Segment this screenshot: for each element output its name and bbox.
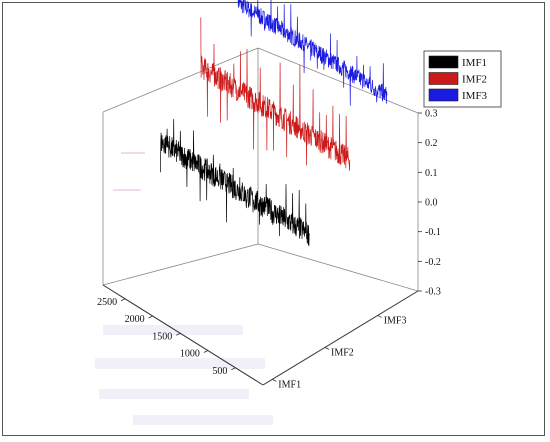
x-tick-label: 2500	[97, 297, 117, 308]
box-edge	[102, 47, 259, 113]
z-tick-label: 0.2	[425, 138, 438, 149]
scan-artifact	[121, 152, 145, 154]
z-axis: -0.3 -0.2 -0.1 0.0 0.1 0.2 0.3	[418, 109, 441, 298]
z-tick-label: 0.0	[425, 198, 438, 209]
z-tick-label: 0.3	[425, 109, 438, 120]
box-edge	[257, 47, 419, 114]
series-layer	[160, 0, 388, 247]
legend-label: IMF3	[462, 90, 488, 102]
category-axis: IMF1 IMF2 IMF3	[272, 315, 406, 390]
series-line-imf2	[200, 17, 351, 171]
category-tick-label: IMF1	[278, 379, 301, 390]
x-tick-mark	[120, 298, 126, 302]
scan-artifact	[113, 189, 141, 191]
x-axis: 500 1000 1500 2000 2500	[97, 297, 236, 377]
category-tick-mark	[377, 315, 382, 318]
legend-label: IMF2	[462, 74, 487, 86]
x-tick-mark	[148, 315, 153, 319]
legend-label: IMF1	[462, 57, 487, 69]
x-tick-mark	[176, 332, 181, 336]
x-tick-mark	[231, 367, 236, 371]
z-tick-label: 0.1	[425, 168, 438, 179]
z-tick-label: -0.2	[425, 257, 441, 268]
x-tick-label: 1500	[152, 331, 172, 342]
category-tick-label: IMF2	[331, 347, 354, 358]
category-tick-mark	[272, 379, 277, 382]
category-axis-line	[262, 290, 419, 386]
z-tick-label: -0.1	[425, 227, 441, 238]
box-edge	[257, 243, 419, 292]
legend: IMF1 IMF2 IMF3	[423, 50, 502, 108]
legend-swatch	[428, 55, 459, 69]
scan-artifact	[95, 358, 265, 369]
legend-swatch	[428, 88, 459, 102]
series-line-imf3	[237, 0, 388, 106]
series-line-imf1	[160, 119, 310, 247]
x-tick-label: 2000	[125, 314, 145, 325]
x-tick-label: 1000	[180, 349, 200, 360]
scan-artifact	[99, 389, 249, 399]
category-tick-mark	[324, 347, 330, 350]
category-tick-label: IMF3	[384, 315, 407, 326]
legend-swatch	[428, 72, 459, 85]
x-tick-mark	[203, 350, 209, 353]
x-tick-label: 500	[212, 366, 227, 377]
box-edge	[102, 243, 259, 286]
z-tick-label: -0.3	[425, 287, 441, 298]
axis-box-front	[102, 284, 419, 386]
scan-artifact	[133, 415, 273, 425]
x-axis-line	[102, 284, 264, 386]
scan-artifact	[103, 325, 243, 335]
